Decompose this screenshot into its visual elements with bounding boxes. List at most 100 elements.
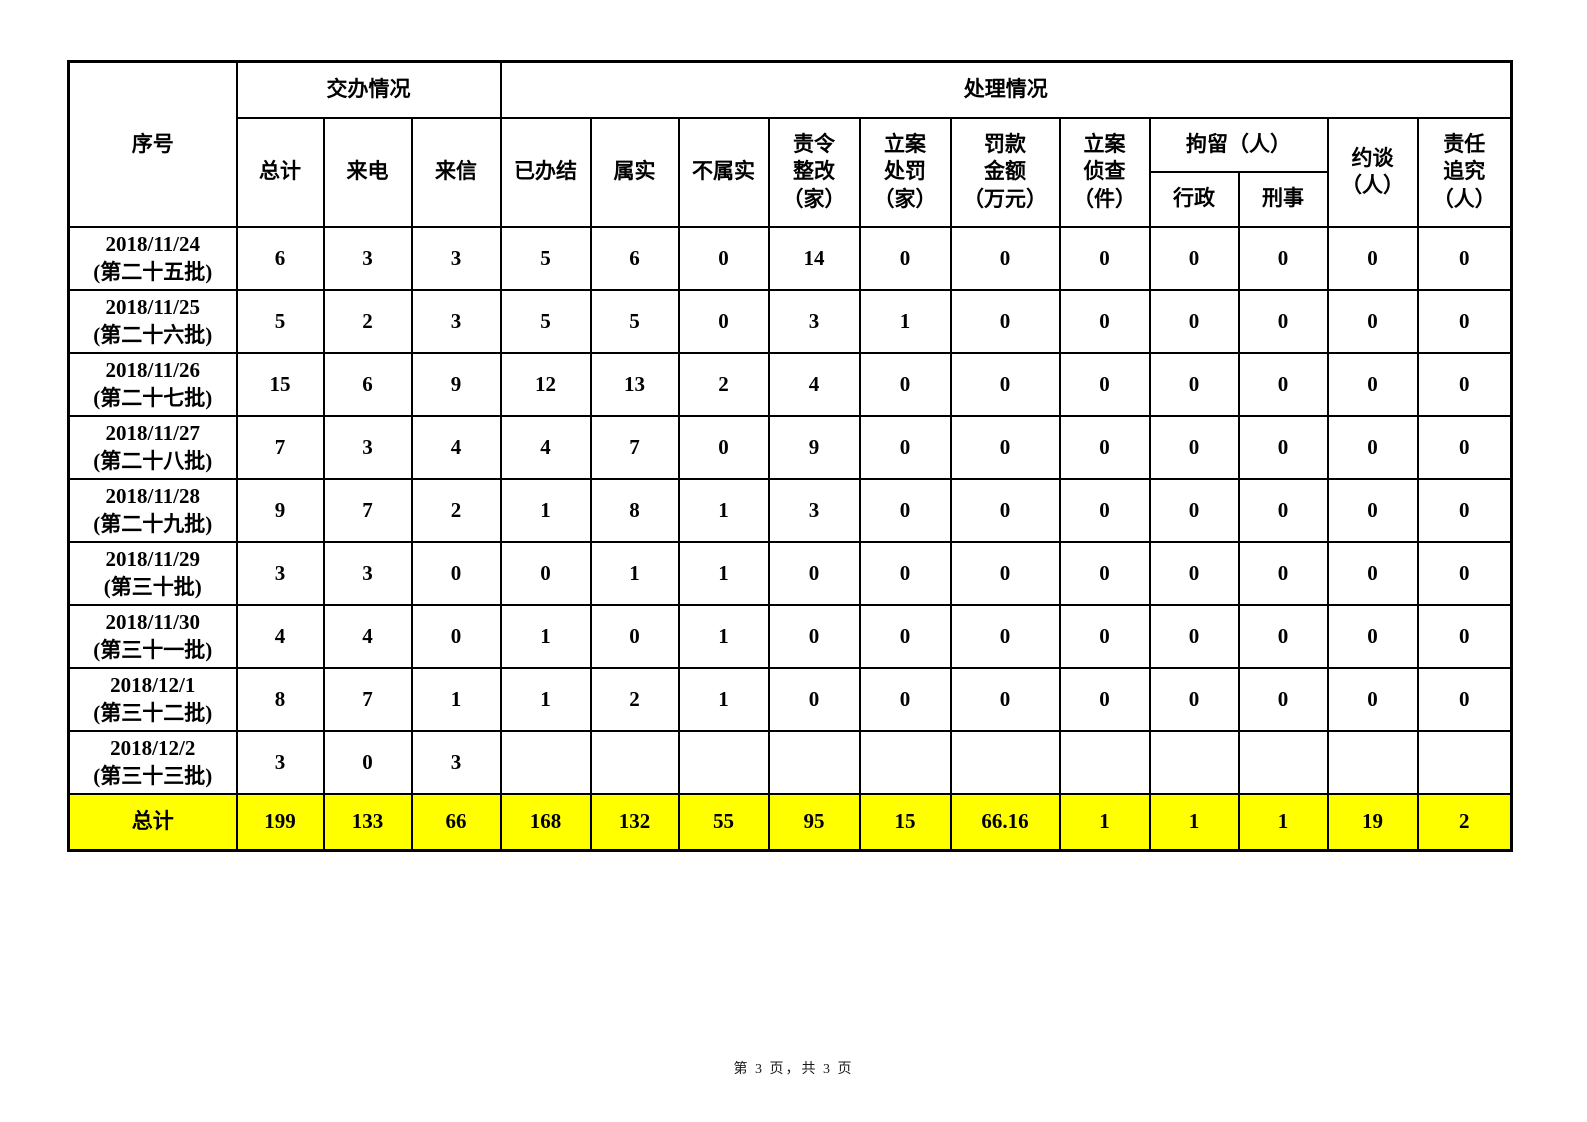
cell-calls: 7	[322, 477, 413, 543]
cell-interview: 0	[1326, 603, 1419, 669]
cell-calls: 3	[322, 414, 413, 480]
cell-total: 6	[235, 225, 325, 291]
cell-letters: 0	[410, 540, 502, 606]
cell-detention-admin: 0	[1148, 603, 1240, 669]
total-cell-unverified: 55	[677, 792, 770, 852]
cell-letters: 9	[410, 351, 502, 417]
cell-interview: 0	[1326, 351, 1419, 417]
cell-detention-criminal: 0	[1237, 414, 1329, 480]
header-total: 总计	[235, 116, 325, 228]
cell-fine-amount: 0	[949, 477, 1061, 543]
table-row-batch31: 2018/11/30 (第三十一批) 4 4 0 1 0 1 0 0 0 0 0…	[67, 603, 1513, 669]
row-label: 2018/11/28 (第二十九批)	[67, 477, 238, 543]
cell-detention-admin: 0	[1148, 288, 1240, 354]
total-cell-accountability: 2	[1416, 792, 1513, 852]
cell-total: 15	[235, 351, 325, 417]
header-calls: 来电	[322, 116, 413, 228]
cell-order-rectify: 0	[767, 666, 861, 732]
cell-detention-criminal: 0	[1237, 288, 1329, 354]
cell-fine-amount: 0	[949, 540, 1061, 606]
cell-calls: 4	[322, 603, 413, 669]
cell-unverified: 1	[677, 666, 770, 732]
cell-verified: 1	[589, 540, 680, 606]
total-cell-order-rectify: 95	[767, 792, 861, 852]
cell-verified: 7	[589, 414, 680, 480]
cell-letters: 0	[410, 603, 502, 669]
cell-completed: 1	[499, 477, 592, 543]
total-cell-letters: 66	[410, 792, 502, 852]
cell-calls: 3	[322, 225, 413, 291]
cell-case-investigate: 0	[1058, 666, 1151, 732]
header-detention-admin: 行政	[1148, 170, 1240, 228]
cell-interview	[1326, 729, 1419, 795]
cell-calls: 6	[322, 351, 413, 417]
cell-fine-amount: 0	[949, 288, 1061, 354]
cell-detention-criminal: 0	[1237, 603, 1329, 669]
cell-case-penalty: 1	[858, 288, 952, 354]
header-order-rectify: 责令 整改 （家）	[767, 116, 861, 228]
cell-case-penalty: 0	[858, 666, 952, 732]
cell-fine-amount	[949, 729, 1061, 795]
row-label: 2018/11/26 (第二十七批)	[67, 351, 238, 417]
cell-unverified: 1	[677, 603, 770, 669]
cell-completed: 4	[499, 414, 592, 480]
page-number-footer: 第 3 页，共 3 页	[733, 1062, 854, 1077]
cell-interview: 0	[1326, 414, 1419, 480]
cell-fine-amount: 0	[949, 603, 1061, 669]
cell-total: 8	[235, 666, 325, 732]
cell-unverified: 0	[677, 414, 770, 480]
table-row-batch26: 2018/11/25 (第二十六批) 5 2 3 5 5 0 3 1 0 0 0…	[67, 288, 1513, 354]
cell-detention-admin: 0	[1148, 414, 1240, 480]
total-cell-total: 199	[235, 792, 325, 852]
table-row-batch27: 2018/11/26 (第二十七批) 15 6 9 12 13 2 4 0 0 …	[67, 351, 1513, 417]
cell-unverified: 2	[677, 351, 770, 417]
table-row-batch28: 2018/11/27 (第二十八批) 7 3 4 4 7 0 9 0 0 0 0…	[67, 414, 1513, 480]
table-row-batch30: 2018/11/29 (第三十批) 3 3 0 0 1 1 0 0 0 0 0 …	[67, 540, 1513, 606]
cell-case-investigate: 0	[1058, 540, 1151, 606]
cell-accountability	[1416, 729, 1513, 795]
cell-interview: 0	[1326, 288, 1419, 354]
cell-order-rectify: 4	[767, 351, 861, 417]
cell-case-investigate: 0	[1058, 225, 1151, 291]
cell-order-rectify: 0	[767, 540, 861, 606]
cell-case-investigate: 0	[1058, 288, 1151, 354]
cell-completed: 12	[499, 351, 592, 417]
cell-interview: 0	[1326, 477, 1419, 543]
total-cell-case-investigate: 1	[1058, 792, 1151, 852]
cell-detention-criminal	[1237, 729, 1329, 795]
cell-accountability: 0	[1416, 666, 1513, 732]
cell-detention-criminal: 0	[1237, 540, 1329, 606]
header-group-handle: 处理情况	[499, 60, 1513, 119]
cell-calls: 2	[322, 288, 413, 354]
cell-accountability: 0	[1416, 351, 1513, 417]
header-unverified: 不属实	[677, 116, 770, 228]
header-accountability: 责任 追究 （人）	[1416, 116, 1513, 228]
cell-detention-admin: 0	[1148, 477, 1240, 543]
cell-order-rectify	[767, 729, 861, 795]
cell-detention-admin: 0	[1148, 225, 1240, 291]
cell-completed	[499, 729, 592, 795]
cell-accountability: 0	[1416, 225, 1513, 291]
cell-completed: 5	[499, 225, 592, 291]
cell-total: 9	[235, 477, 325, 543]
cell-interview: 0	[1326, 540, 1419, 606]
total-cell-completed: 168	[499, 792, 592, 852]
cell-case-penalty: 0	[858, 225, 952, 291]
header-seq: 序号	[67, 60, 238, 228]
cell-letters: 3	[410, 729, 502, 795]
cell-completed: 1	[499, 603, 592, 669]
cell-completed: 1	[499, 666, 592, 732]
cell-unverified: 1	[677, 540, 770, 606]
cell-accountability: 0	[1416, 414, 1513, 480]
cell-calls: 0	[322, 729, 413, 795]
cell-calls: 7	[322, 666, 413, 732]
cell-verified: 2	[589, 666, 680, 732]
cell-fine-amount: 0	[949, 666, 1061, 732]
cell-detention-admin: 0	[1148, 666, 1240, 732]
row-label: 2018/11/27 (第二十八批)	[67, 414, 238, 480]
cell-accountability: 0	[1416, 540, 1513, 606]
cell-detention-criminal: 0	[1237, 477, 1329, 543]
cell-letters: 4	[410, 414, 502, 480]
table-row-batch33: 2018/12/2 (第三十三批) 3 0 3	[67, 729, 1513, 795]
